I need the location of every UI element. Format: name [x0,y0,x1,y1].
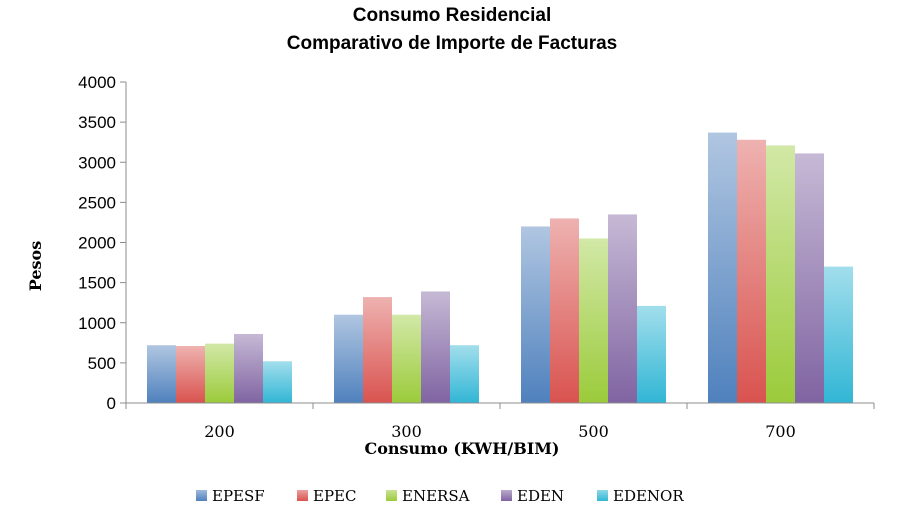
bar-epesf-300 [334,314,363,403]
legend-swatch-enersa [386,490,397,501]
x-axis-label: Consumo (KWH/BIM) [365,439,560,458]
y-tick-label: 2000 [78,234,116,253]
chart-title: Consumo Residencial [353,5,552,26]
bar-epec-200 [176,346,205,403]
y-tick-label: 1000 [78,314,116,333]
bar-edenor-500 [637,305,666,403]
x-tick-label: 200 [204,422,235,441]
bars-group [147,132,853,403]
y-axis: 0 500 1000 1500 2000 2500 3000 3500 4000 [78,73,126,413]
legend-swatch-epesf [196,490,207,501]
y-tick-label: 1500 [78,274,116,293]
legend: EPESF EPEC ENERSA EDEN EDENOR [196,487,684,505]
bar-enersa-300 [392,314,421,403]
x-tick-label: 700 [765,422,796,441]
bar-epec-500 [550,218,579,403]
y-tick-label: 2500 [78,193,116,212]
legend-label-enersa: ENERSA [402,487,470,505]
chart-subtitle: Comparativo de Importe de Facturas [287,33,617,54]
legend-label-eden: EDEN [517,487,564,505]
bar-epesf-200 [147,345,176,403]
bar-eden-300 [421,291,450,403]
bar-edenor-300 [450,345,479,403]
y-tick-label: 500 [88,354,116,373]
y-tick-label: 0 [107,394,116,413]
bar-epec-700 [737,139,766,403]
legend-label-epesf: EPESF [212,487,265,505]
bar-edenor-700 [824,266,853,403]
bar-enersa-700 [766,145,795,403]
bar-eden-200 [234,333,263,403]
bar-epesf-500 [521,226,550,403]
legend-label-epec: EPEC [313,487,356,505]
bar-enersa-200 [205,343,234,403]
bar-eden-700 [795,153,824,403]
legend-label-edenor: EDENOR [613,487,684,505]
legend-swatch-epec [297,490,308,501]
y-tick-label: 3500 [78,113,116,132]
legend-swatch-edenor [597,490,608,501]
bar-edenor-200 [263,361,292,403]
x-axis: 200 300 500 700 [125,403,875,441]
bar-epesf-700 [708,132,737,403]
bar-epec-300 [363,297,392,403]
y-axis-label: Pesos [26,241,45,291]
bar-eden-500 [608,214,637,403]
y-tick-label: 3000 [78,153,116,172]
bar-enersa-500 [579,238,608,403]
x-tick-label: 500 [578,422,609,441]
y-tick-label: 4000 [78,73,116,92]
x-tick-label: 300 [391,422,422,441]
legend-swatch-eden [501,490,512,501]
